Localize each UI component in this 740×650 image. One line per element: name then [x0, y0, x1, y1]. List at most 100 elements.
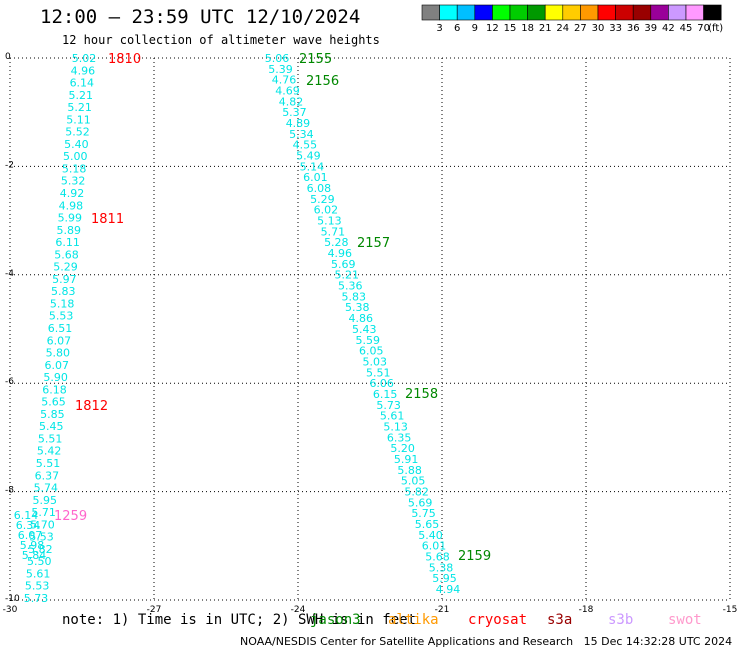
- wave-height-value: 5.28: [324, 236, 349, 249]
- wave-height-value: 5.11: [66, 113, 91, 126]
- colorbar-tick-label: 24: [556, 23, 569, 34]
- wave-height-value: 5.83: [51, 285, 76, 298]
- colorbar-tick-label: 30: [592, 23, 605, 34]
- wave-height-value: 5.06: [265, 52, 290, 65]
- wave-height-value: 5.70: [30, 518, 55, 531]
- wave-height-value: 5.18: [50, 297, 75, 310]
- wave-height-value: 4.55: [293, 139, 318, 152]
- wave-height-value: 5.18: [62, 162, 87, 175]
- wave-height-value: 5.38: [345, 301, 370, 314]
- wave-height-value: 5.20: [390, 442, 415, 455]
- x-tick-label: -30: [3, 605, 18, 615]
- time-label: 2158: [405, 387, 438, 402]
- wave-height-value: 5.82: [28, 543, 53, 556]
- y-tick-label: -8: [5, 486, 14, 496]
- y-tick-label: -10: [5, 594, 20, 604]
- wave-height-value: 5.95: [32, 494, 57, 507]
- wave-height-value: 5.51: [36, 457, 61, 470]
- wave-height-value: 6.05: [359, 345, 384, 358]
- wave-height-value: 6.14: [14, 509, 39, 522]
- wave-height-value: 5.69: [408, 496, 433, 509]
- wave-height-value: 6.08: [307, 182, 332, 195]
- x-tick-label: -15: [723, 605, 738, 615]
- satellite-legend-altika: altika: [388, 612, 439, 628]
- wave-height-value: 5.53: [25, 580, 50, 593]
- colorbar-tick-label: 70: [697, 23, 710, 34]
- wave-height-value: 6.34: [16, 519, 41, 532]
- wave-height-map: -30 -27 -24 -21 -18 -150-2-4-6-8-105.024.966.…: [3, 52, 738, 615]
- wave-height-value: 5.21: [67, 101, 92, 114]
- colorbar-swatch: [703, 4, 722, 21]
- time-label: 2157: [357, 236, 390, 251]
- wave-height-value: 5.53: [49, 310, 74, 323]
- y-tick-label: -6: [5, 377, 14, 387]
- wave-height-value: 5.14: [300, 160, 325, 173]
- wave-height-value: 5.68: [425, 550, 450, 563]
- wave-height-value: 5.38: [429, 561, 454, 574]
- wave-height-value: 5.29: [310, 193, 335, 206]
- wave-height-value: 6.01: [422, 540, 447, 553]
- wave-height-value: 5.61: [380, 410, 405, 423]
- wave-height-value: 6.35: [387, 431, 412, 444]
- wave-height-value: 6.07: [47, 334, 72, 347]
- wave-height-value: 5.50: [27, 555, 52, 568]
- wave-height-value: 4.98: [59, 199, 84, 212]
- wave-height-value: 5.90: [43, 371, 68, 384]
- wave-height-value: 5.05: [401, 475, 426, 488]
- colorbar-tick-label: 18: [521, 23, 534, 34]
- wave-height-value: 5.82: [404, 485, 429, 498]
- wave-height-value: 5.83: [342, 290, 367, 303]
- wave-height-value: 5.85: [40, 408, 65, 421]
- wave-height-value: 5.59: [355, 334, 380, 347]
- colorbar-legend: 3 6 9 12 15 18 21 24 27 30 33 36 39 42 45 70(ft): [421, 4, 723, 34]
- wave-height-value: 4.92: [60, 187, 85, 200]
- wave-height-value: 6.11: [55, 236, 80, 249]
- page-subtitle: 12 hour collection of altimeter wave hei…: [62, 33, 380, 47]
- wave-height-value: 6.07: [44, 359, 69, 372]
- colorbar-tick-label: 9: [472, 23, 478, 34]
- wave-height-value: 5.97: [52, 273, 77, 286]
- colorbar-tick-label: 15: [504, 23, 517, 34]
- wave-height-value: 5.51: [38, 432, 63, 445]
- wave-height-value: 5.40: [64, 138, 89, 151]
- note-text: note: 1) Time is in UTC; 2) SWH is in fe…: [62, 612, 417, 628]
- wave-height-value: 4.96: [328, 247, 353, 260]
- wave-height-value: 5.75: [411, 507, 436, 520]
- wave-height-value: 6.37: [35, 469, 60, 482]
- wave-height-value: 4.89: [286, 117, 311, 130]
- wave-height-value: 5.80: [46, 347, 71, 360]
- wave-height-value: 4.76: [272, 74, 297, 87]
- wave-height-value: 5.95: [432, 572, 457, 585]
- wave-height-value: 5.36: [338, 280, 363, 293]
- wave-height-value: 4.94: [436, 583, 461, 596]
- colorbar-tick-label: 36: [627, 23, 640, 34]
- wave-height-value: 5.21: [68, 89, 93, 102]
- wave-height-value: 6.51: [48, 322, 73, 335]
- wave-height-value: 5.73: [24, 592, 49, 605]
- wave-height-value: 5.42: [37, 445, 62, 458]
- x-tick-label: -24: [291, 605, 306, 615]
- wave-height-value: 5.53: [29, 531, 54, 544]
- colorbar-tick-label: 6: [454, 23, 460, 34]
- wave-height-value: 6.15: [373, 388, 398, 401]
- wave-height-value: 5.52: [65, 126, 90, 139]
- wave-height-value: 4.86: [349, 312, 374, 325]
- satellite-legend-s3a: s3a: [547, 612, 573, 628]
- wave-height-value: 4.96: [71, 64, 96, 77]
- y-tick-label: -2: [5, 160, 14, 170]
- wave-height-value: 6.07: [18, 529, 43, 542]
- wave-height-value: 5.65: [41, 396, 66, 409]
- wave-height-value: 5.03: [362, 355, 387, 368]
- wave-height-value: 5.32: [61, 175, 86, 188]
- time-label: 2155: [299, 52, 332, 67]
- wave-height-value: 5.71: [31, 506, 56, 519]
- wave-height-value: 5.37: [282, 106, 307, 119]
- wave-height-value: 5.88: [397, 464, 422, 477]
- wave-height-value: 5.45: [39, 420, 64, 433]
- x-tick-label: -27: [147, 605, 162, 615]
- colorbar-tick-label: 12: [486, 23, 499, 34]
- wave-height-value: 5.13: [317, 215, 342, 228]
- y-tick-label: 0: [5, 52, 11, 62]
- wave-height-value: 5.21: [335, 269, 360, 282]
